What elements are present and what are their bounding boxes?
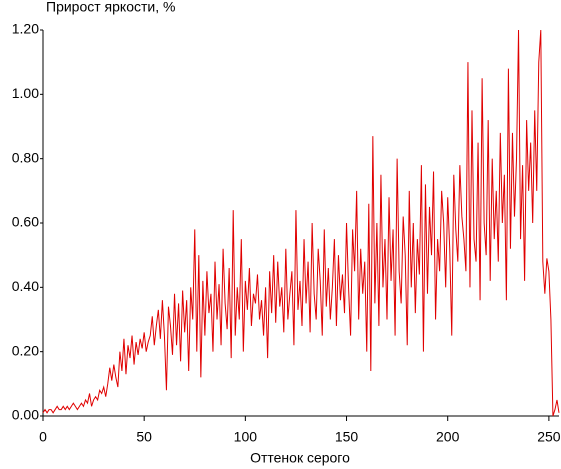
y-tick-label: 0.00 <box>12 407 39 423</box>
x-tick-label: 0 <box>39 429 47 445</box>
data-line <box>42 29 560 417</box>
x-tick-label: 100 <box>234 429 258 445</box>
y-tick-label: 0.80 <box>12 149 39 165</box>
x-tick-label: 50 <box>136 429 152 445</box>
y-tick-label: 0.40 <box>12 278 39 294</box>
y-tick-label: 1.00 <box>12 85 39 101</box>
y-tick-label: 1.20 <box>12 21 39 37</box>
y-tick-label: 0.20 <box>12 342 39 358</box>
chart-title: Прирост яркости, % <box>46 0 175 15</box>
x-tick-label: 200 <box>436 429 460 445</box>
x-tick-label: 250 <box>537 429 561 445</box>
y-tick-label: 0.60 <box>12 214 39 230</box>
x-tick-label: 150 <box>335 429 359 445</box>
x-axis-label: Оттенок серого <box>250 450 350 466</box>
